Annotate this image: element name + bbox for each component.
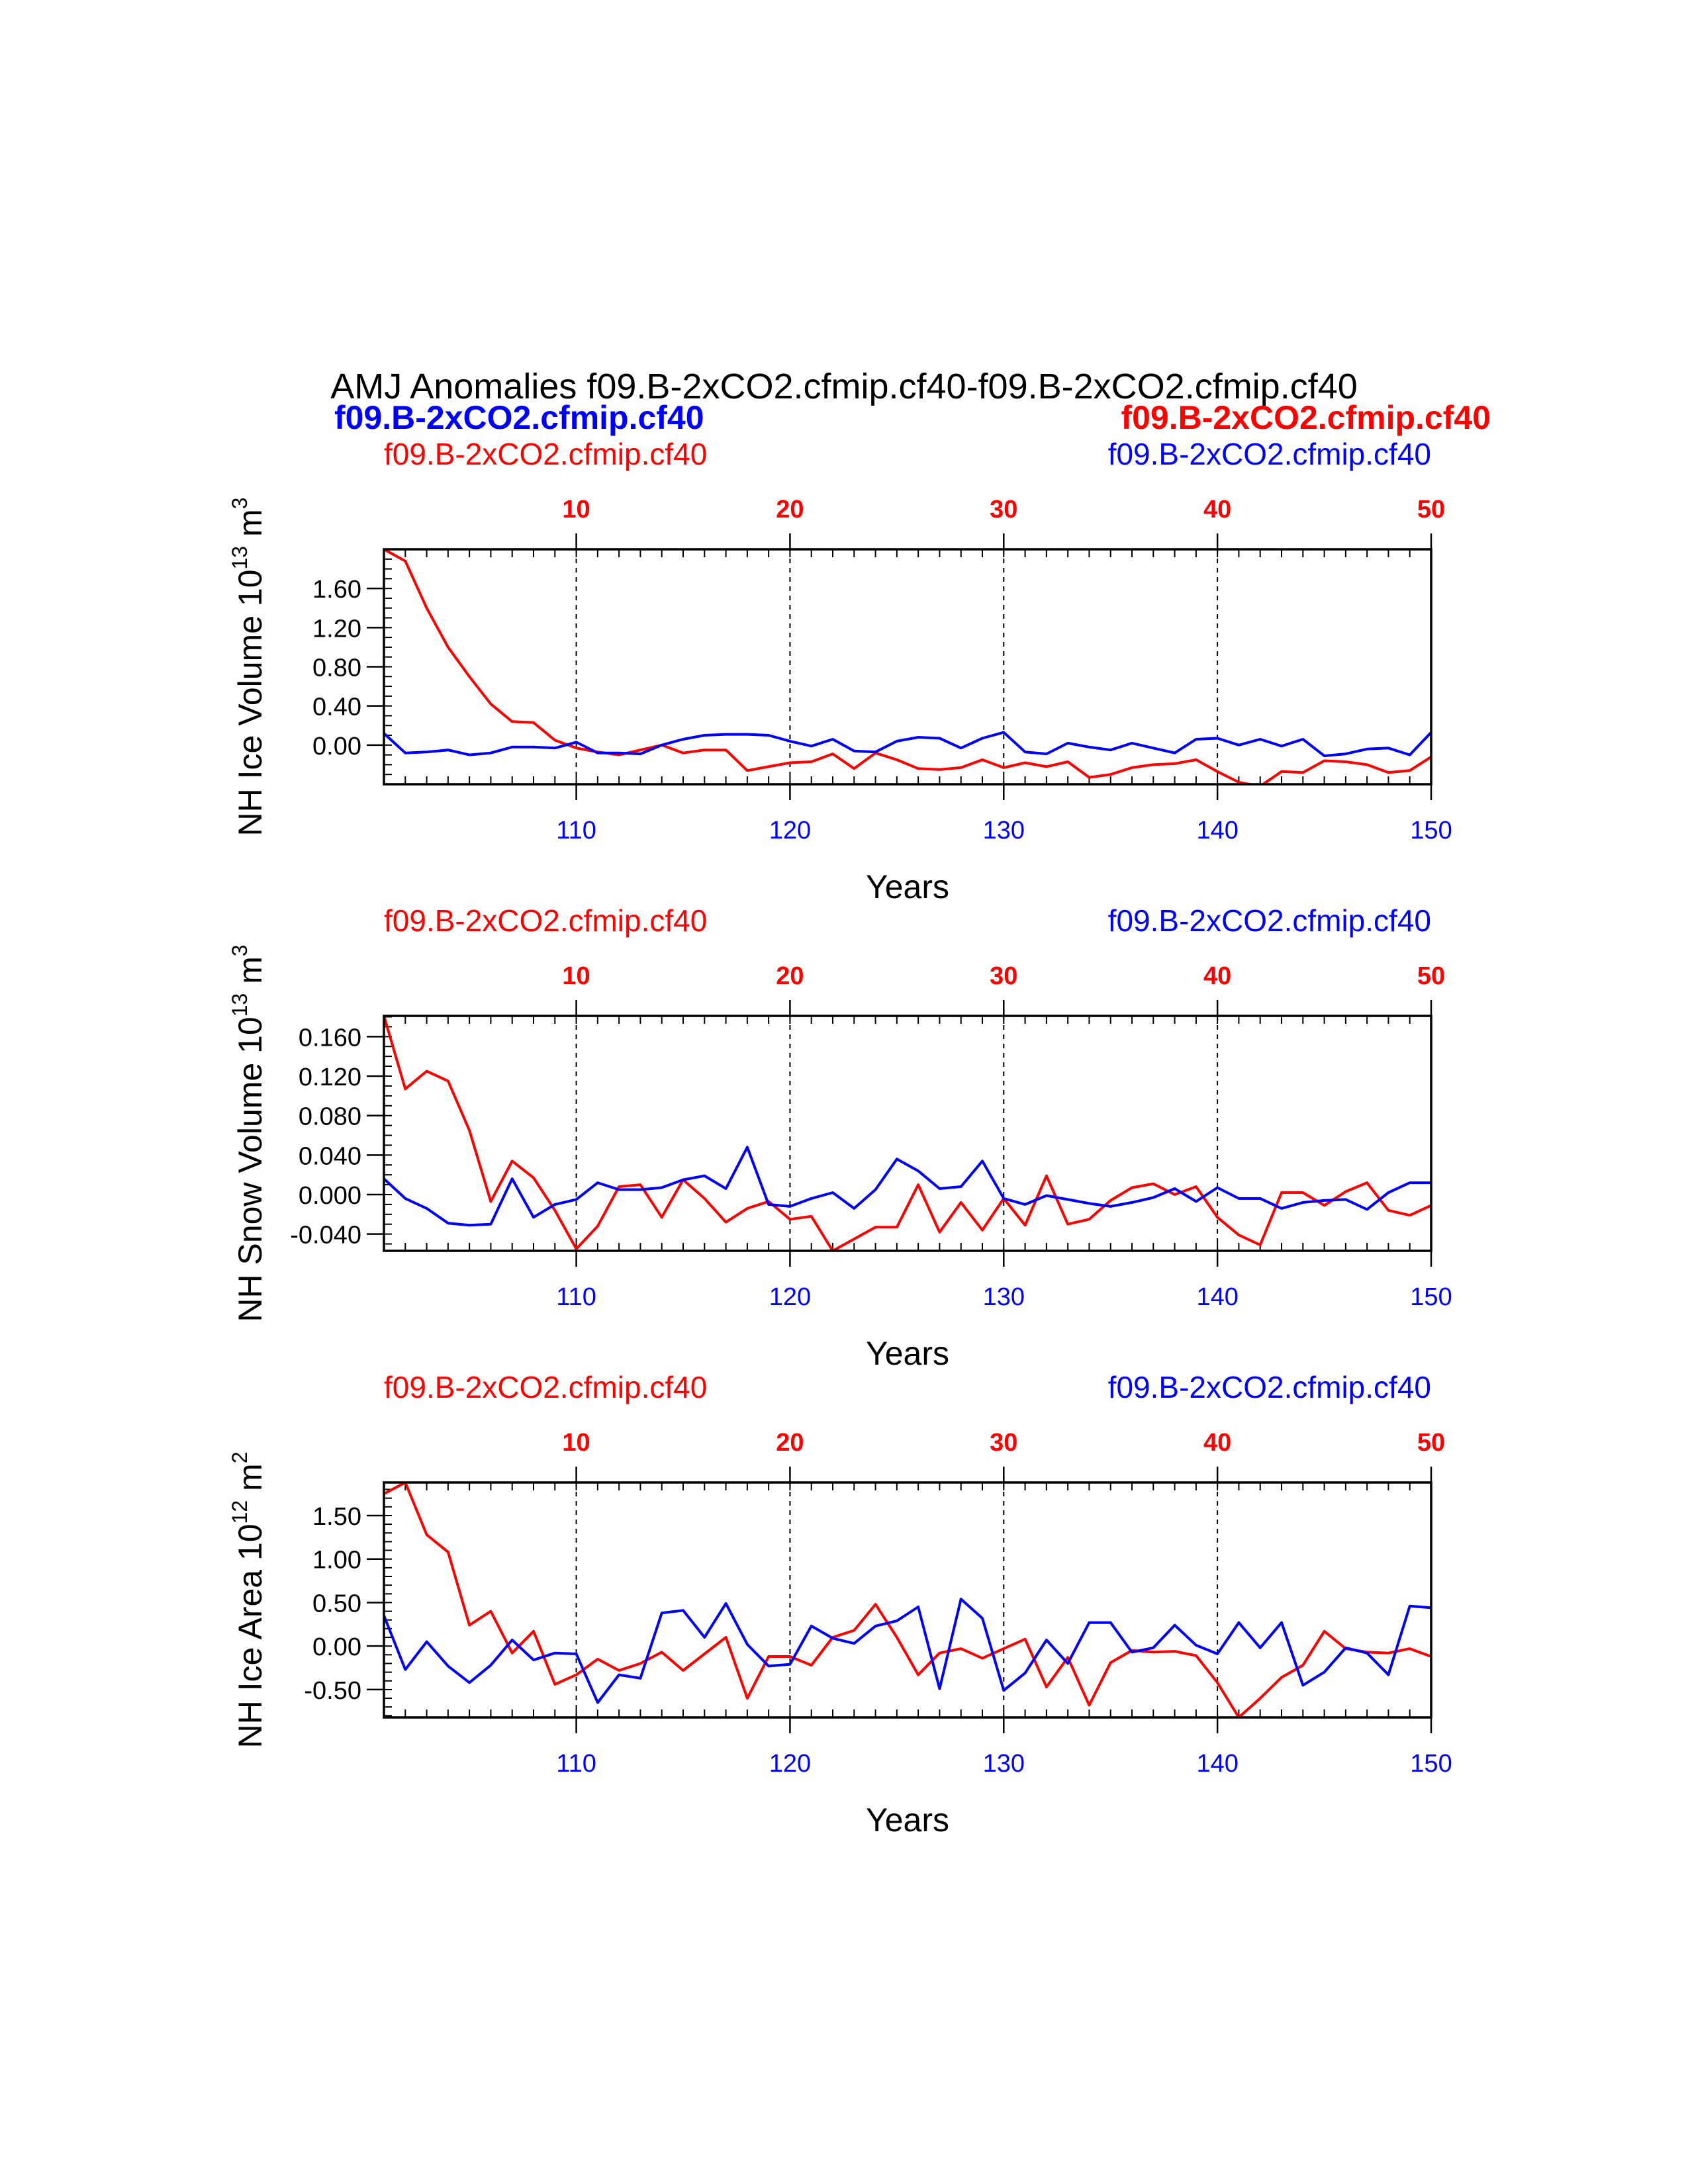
series-line-blue: [384, 731, 1431, 758]
x-axis-label: Years: [866, 868, 949, 905]
x-bottom-tick-label: 110: [556, 817, 596, 844]
y-axis-label: NH Ice Volume 1013 m3: [228, 498, 269, 837]
y-axis-label-ylabel-exp: 12: [228, 1500, 252, 1524]
y-tick-label: -0.040: [290, 1222, 361, 1250]
x-top-tick-label: 30: [990, 1429, 1017, 1457]
case-label-right: f09.B-2xCO2.cfmip.cf40: [1108, 903, 1431, 938]
y-axis-label-ylabel: NH Snow Volume 10: [232, 1017, 269, 1322]
x-axis-label: Years: [866, 1335, 949, 1372]
y-tick-label: -0.50: [304, 1677, 361, 1705]
x-bottom-tick-label: 140: [1196, 1750, 1238, 1778]
y-tick-label: 0.040: [299, 1142, 361, 1170]
y-axis-label-ylabel-unit: m: [232, 1463, 269, 1500]
plot-frame: [383, 1481, 1432, 1719]
y-axis-label-ylabel-unit-exp: 3: [228, 498, 252, 510]
x-axis-label: Years: [866, 1801, 949, 1839]
panel-1: f09.B-2xCO2.cfmip.cf40 f09.B-2xCO2.cfmip.…: [228, 437, 1452, 905]
y-axis-label-ylabel: NH Ice Area 10: [232, 1524, 269, 1748]
series-line-red: [384, 1482, 1431, 1717]
panel-2: f09.B-2xCO2.cfmip.cf40 f09.B-2xCO2.cfmip.…: [228, 903, 1452, 1372]
y-axis-label-ylabel-exp: 13: [228, 993, 252, 1017]
y-tick-label: 1.00: [312, 1547, 361, 1574]
y-axis-label-ylabel: NH Ice Volume 10: [232, 569, 269, 836]
x-top-tick-label: 10: [562, 496, 590, 523]
plot-frame: [383, 1015, 1432, 1252]
x-bottom-tick-label: 130: [983, 817, 1025, 844]
legend-left-case: f09.B-2xCO2.cfmip.cf40: [334, 399, 704, 436]
x-bottom-tick-label: 110: [556, 1283, 596, 1311]
y-tick-label: 0.160: [299, 1024, 361, 1052]
x-bottom-tick-label: 120: [769, 1283, 811, 1311]
series-line-blue: [384, 1598, 1431, 1704]
figure-title: AMJ Anomalies f09.B-2xCO2.cfmip.cf40-f09…: [330, 367, 1358, 406]
case-label-left: f09.B-2xCO2.cfmip.cf40: [384, 1370, 707, 1404]
x-bottom-tick-label: 140: [1196, 817, 1238, 844]
x-top-tick-label: 40: [1203, 1429, 1231, 1457]
x-bottom-tick-label: 130: [983, 1283, 1025, 1311]
x-bottom-tick-label: 150: [1410, 817, 1452, 844]
x-bottom-tick-label: 150: [1410, 1283, 1452, 1311]
y-tick-label: 0.000: [299, 1182, 361, 1210]
x-top-tick-label: 20: [776, 1429, 804, 1457]
x-top-tick-label: 30: [990, 496, 1017, 523]
y-axis-label-ylabel-unit: m: [232, 509, 269, 546]
y-axis-label: NH Ice Area 1012 m2: [228, 1452, 269, 1749]
plot-frame: [383, 548, 1432, 786]
x-bottom-tick-label: 120: [769, 1750, 811, 1778]
x-top-tick-label: 30: [990, 962, 1017, 990]
x-bottom-tick-label: 120: [769, 817, 811, 844]
series-line-red: [384, 1016, 1431, 1251]
case-label-left: f09.B-2xCO2.cfmip.cf40: [384, 903, 707, 938]
y-tick-label: 1.20: [312, 615, 361, 643]
y-tick-label: 1.50: [312, 1503, 361, 1531]
case-label-left: f09.B-2xCO2.cfmip.cf40: [384, 437, 707, 471]
y-axis-label-ylabel-exp: 13: [228, 546, 252, 570]
x-bottom-tick-label: 130: [983, 1750, 1025, 1778]
y-axis-label-ylabel-unit-exp: 2: [228, 1452, 252, 1464]
x-top-tick-label: 50: [1417, 962, 1445, 990]
y-tick-label: 0.080: [299, 1103, 361, 1131]
y-tick-label: 0.00: [312, 733, 361, 760]
panel-3: f09.B-2xCO2.cfmip.cf40 f09.B-2xCO2.cfmip.…: [228, 1370, 1452, 1839]
x-bottom-tick-label: 140: [1196, 1283, 1238, 1311]
x-top-tick-label: 50: [1417, 496, 1445, 523]
series-line-red: [384, 549, 1431, 784]
legend-right-case: f09.B-2xCO2.cfmip.cf40: [1121, 399, 1491, 436]
x-bottom-tick-label: 150: [1410, 1750, 1452, 1778]
x-top-tick-label: 40: [1203, 962, 1231, 990]
y-tick-label: 0.50: [312, 1590, 361, 1617]
y-tick-label: 0.120: [299, 1064, 361, 1091]
y-axis-label-ylabel-unit-exp: 3: [228, 944, 252, 956]
x-top-tick-label: 50: [1417, 1429, 1445, 1457]
x-top-tick-label: 20: [776, 962, 804, 990]
case-label-right: f09.B-2xCO2.cfmip.cf40: [1108, 1370, 1431, 1404]
case-label-right: f09.B-2xCO2.cfmip.cf40: [1108, 437, 1431, 471]
y-axis-label: NH Snow Volume 1013 m3: [228, 944, 269, 1322]
x-top-tick-label: 20: [776, 496, 804, 523]
y-tick-label: 1.60: [312, 576, 361, 604]
y-tick-label: 0.80: [312, 655, 361, 682]
x-top-tick-label: 10: [562, 1429, 590, 1457]
y-tick-label: 0.00: [312, 1633, 361, 1661]
x-bottom-tick-label: 110: [556, 1750, 596, 1778]
x-top-tick-label: 10: [562, 962, 590, 990]
x-top-tick-label: 40: [1203, 496, 1231, 523]
y-tick-label: 0.40: [312, 694, 361, 721]
y-axis-label-ylabel-unit: m: [232, 956, 269, 993]
series-line-blue: [384, 1146, 1431, 1227]
